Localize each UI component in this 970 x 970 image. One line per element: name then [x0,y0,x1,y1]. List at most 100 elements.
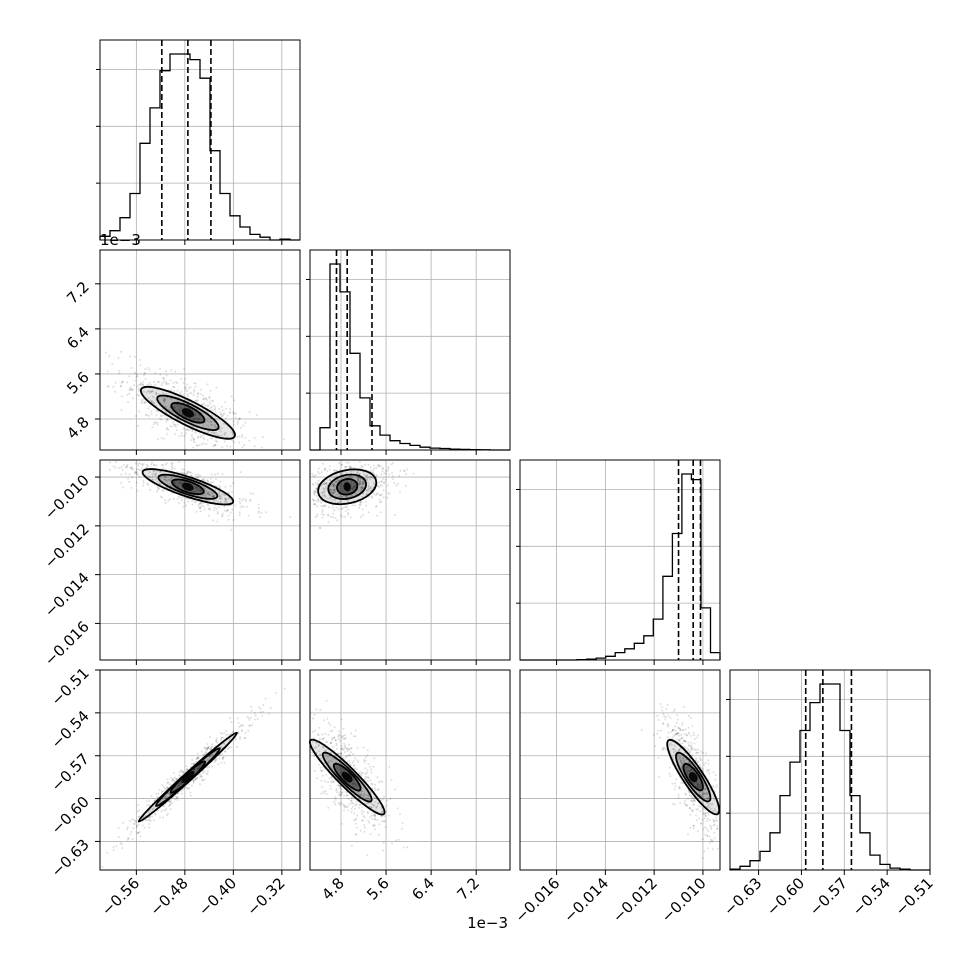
sample-point [347,809,350,812]
sample-point [349,465,352,468]
sample-point [154,383,157,386]
sample-point [707,796,709,799]
sample-point [705,820,708,823]
sample-point [212,445,215,448]
sample-point [380,493,383,496]
sample-point [351,805,354,808]
sample-point [143,390,145,393]
sample-point [689,745,692,748]
sample-point [156,423,159,426]
sample-point [128,375,131,378]
sample-point [708,835,711,838]
sample-point [678,739,681,741]
sample-point [350,466,353,469]
sample-point [176,796,179,799]
sample-point [328,777,331,780]
panel-frame [729,669,931,871]
sample-point [675,733,678,736]
sample-point [166,786,168,789]
sample-point [164,405,167,408]
sample-point [345,471,348,474]
panel-3-3: −0.63−0.60−0.57−0.54−0.51 [720,670,937,919]
sample-point [337,734,340,736]
sample-point [689,769,692,772]
sample-point [174,403,177,406]
sample-point [250,709,253,712]
sample-point [315,505,318,508]
sample-point [376,805,379,808]
sample-point [206,748,209,751]
sample-point [337,801,340,804]
sample-point [193,390,196,393]
sample-point [176,799,179,801]
sample-point [684,728,687,731]
sample-point [353,807,356,810]
sample-point [223,412,226,415]
sample-point [343,506,346,508]
sample-point [128,392,131,395]
sample-point [361,487,363,489]
sample-point [693,742,696,745]
sample-point [371,817,374,820]
sample-point [337,794,340,797]
sample-point [702,752,705,754]
sample-point [128,389,131,391]
sample-point [688,751,691,754]
sample-point [680,764,683,767]
sample-point [253,712,256,715]
sample-point [231,431,233,433]
sample-point [224,494,227,497]
sample-point [335,748,338,750]
sample-point [202,771,204,774]
sample-point [674,785,677,788]
sample-point [160,415,163,418]
y-tick-label: −0.57 [48,750,93,795]
sample-point [205,748,208,751]
sample-point [667,724,670,727]
sample-point [199,783,201,786]
sample-point [154,372,157,375]
sample-point [253,718,256,721]
sample-point [351,797,354,800]
sample-point [164,478,167,481]
sample-point [356,759,359,762]
sample-point [211,492,214,495]
sample-point [220,738,223,741]
sample-point [677,793,680,796]
sample-point [652,733,655,736]
sample-point [381,470,384,473]
sample-point [171,779,174,782]
sample-point [359,482,361,484]
sample-point [199,776,202,779]
sample-point [200,411,203,414]
sample-point [148,414,151,417]
sample-point [181,496,184,499]
sample-point [381,811,383,814]
sample-point [173,386,176,389]
sample-point [265,511,268,514]
sample-point [317,500,320,503]
sample-point [670,743,673,746]
sample-point [179,481,182,484]
sample-point [144,372,147,375]
sample-point [343,805,345,808]
sample-point [375,806,378,809]
sample-point [376,789,379,791]
sample-point [226,509,229,512]
sample-point [215,478,217,480]
sample-point [209,407,212,410]
sample-point [336,481,339,484]
sample-point [179,774,182,777]
sample-point [243,737,246,739]
sample-point [334,754,337,757]
sample-point [134,355,137,358]
sample-point [136,831,139,834]
sample-point [186,429,188,432]
sample-point [139,384,142,387]
sample-point [397,838,400,841]
sample-point [348,759,351,762]
sample-point [401,822,404,825]
sample-point [374,789,377,792]
sample-point [164,463,167,466]
sample-point [696,786,699,789]
